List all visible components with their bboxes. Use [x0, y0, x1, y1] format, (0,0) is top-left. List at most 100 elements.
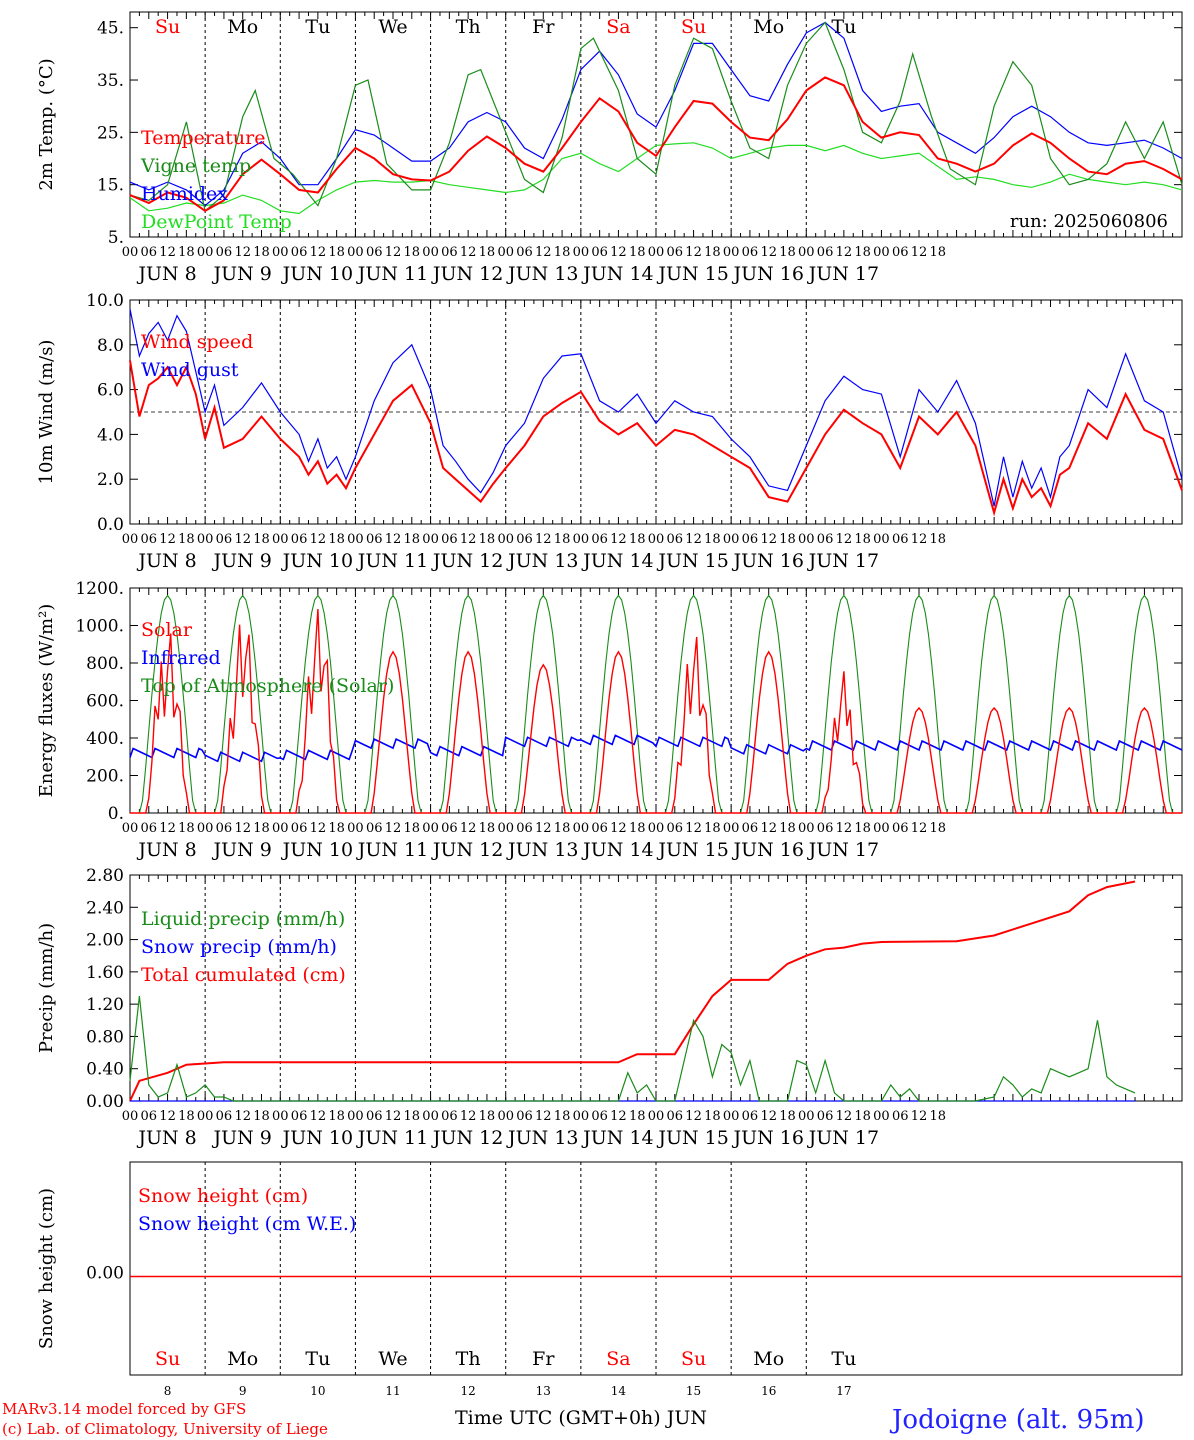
y-tick-label: 25.	[97, 123, 124, 143]
x-date-label: JUN 11	[356, 550, 428, 572]
y-tick-label: 200.	[86, 767, 124, 787]
x-hour-label: 12	[310, 1109, 327, 1124]
day-name: Sa	[606, 16, 630, 38]
x-hour-label: 18	[779, 1109, 796, 1124]
x-hour-label: 06	[892, 532, 909, 547]
x-hour-label: 12	[911, 821, 928, 836]
x-hour-label: 12	[159, 1109, 176, 1124]
x-hour-label: 00	[798, 245, 815, 260]
x-hour-label: 12	[460, 1109, 477, 1124]
x-hour-label: 12	[159, 821, 176, 836]
legend-entry: Infrared	[141, 647, 221, 669]
x-hour-label: 00	[497, 245, 514, 260]
series-line-humidex	[129, 21, 1183, 207]
x-date-label: JUN 15	[656, 550, 728, 572]
x-hour-label: 18	[479, 1109, 496, 1124]
x-hour-label: 12	[310, 532, 327, 547]
x-hour-label: 12	[385, 1109, 402, 1124]
x-hour-label: 06	[892, 1109, 909, 1124]
x-hour-label: 18	[930, 1109, 947, 1124]
series-line-infrared	[129, 734, 1183, 763]
x-hour-label: 18	[178, 245, 195, 260]
chart-panels: 5.15.25.35.45.2m Temp. (°C)00 06 12 18 00 06 1…	[36, 11, 1183, 1398]
x-hour-label: 18	[479, 245, 496, 260]
x-hour-label: 12	[159, 245, 176, 260]
x-date-label: JUN 17	[807, 839, 879, 861]
x-hour-label: 18	[629, 1109, 646, 1124]
x-hour-label: 12	[911, 1109, 928, 1124]
y-tick-label: 0.00	[86, 1264, 124, 1284]
day-name: Su	[155, 16, 180, 38]
day-name: Su	[155, 1348, 180, 1370]
legend-entry: DewPoint Temp	[141, 211, 292, 233]
x-hour-label: 00	[873, 1109, 890, 1124]
legend-entry: Top of Atmosphere (Solar)	[141, 675, 394, 697]
x-hour-label: 00	[422, 532, 439, 547]
x-date-label: JUN 16	[731, 263, 803, 285]
day-name: Sa	[606, 1348, 630, 1370]
legend-entry: Snow precip (mm/h)	[141, 936, 337, 958]
x-hour-label: 06	[291, 821, 308, 836]
x-hour-label: 06	[817, 1109, 834, 1124]
x-hour-label: 00	[573, 245, 590, 260]
day-number: 15	[686, 1384, 701, 1398]
x-hour-label: 12	[685, 821, 702, 836]
x-date-label: JUN 12	[431, 1127, 503, 1149]
x-date-label: JUN 16	[731, 839, 803, 861]
x-hour-label: 06	[441, 821, 458, 836]
x-hour-label: 18	[328, 1109, 345, 1124]
x-hour-label: 06	[742, 245, 759, 260]
day-number: 12	[461, 1384, 476, 1398]
x-date-label: JUN 14	[581, 550, 653, 572]
x-hour-label: 18	[554, 532, 571, 547]
x-hour-label: 12	[610, 821, 627, 836]
x-hour-label: 00	[648, 532, 665, 547]
x-hour-label: 18	[854, 821, 871, 836]
day-name: Tu	[831, 1348, 856, 1370]
x-date-label: JUN 13	[506, 1127, 578, 1149]
footer-credit-lab: (c) Lab. of Climatology, University of L…	[2, 1420, 328, 1438]
x-hour-label: 18	[704, 532, 721, 547]
x-hour-label: 06	[366, 532, 383, 547]
y-tick-label: 0.40	[86, 1060, 124, 1080]
x-date-label: JUN 9	[212, 550, 272, 572]
x-hour-label: 00	[347, 1109, 364, 1124]
x-hour-label: 06	[667, 532, 684, 547]
legend-entry: Solar	[141, 619, 193, 641]
x-hour-label: 12	[610, 532, 627, 547]
x-date-label: JUN 8	[136, 839, 196, 861]
x-hour-label: 12	[610, 245, 627, 260]
x-hour-label: 12	[836, 1109, 853, 1124]
day-name: Mo	[753, 16, 784, 38]
station-name: Jodoigne (alt. 95m)	[889, 1405, 1145, 1435]
day-name: Su	[681, 1348, 706, 1370]
x-hour-label: 06	[817, 532, 834, 547]
footer-credit-model: MARv3.14 model forced by GFS	[2, 1400, 246, 1418]
x-hour-label: 12	[911, 245, 928, 260]
y-tick-label: 0.	[108, 804, 124, 824]
x-hour-label: 06	[742, 1109, 759, 1124]
x-hour-label: 18	[178, 532, 195, 547]
x-hour-label: 18	[629, 532, 646, 547]
x-hour-label: 18	[554, 821, 571, 836]
y-tick-label: 1200.	[75, 579, 124, 599]
x-hour-label: 12	[460, 532, 477, 547]
x-date-label: JUN 15	[656, 1127, 728, 1149]
y-tick-label: 45.	[97, 19, 124, 39]
x-hour-label: 06	[366, 821, 383, 836]
series-line-liquid-precip-mm-h-	[129, 996, 1136, 1102]
y-tick-label: 2.80	[86, 866, 124, 886]
x-date-label: JUN 8	[136, 550, 196, 572]
x-hour-label: 00	[723, 245, 740, 260]
x-hour-label: 12	[385, 245, 402, 260]
x-hour-label: 06	[817, 821, 834, 836]
x-hour-label: 12	[760, 245, 777, 260]
legend-entry: Humidex	[141, 183, 228, 205]
x-hour-label: 12	[836, 532, 853, 547]
x-date-label: JUN 11	[356, 263, 428, 285]
day-name: Tu	[305, 16, 330, 38]
x-hour-label: 00	[497, 532, 514, 547]
y-tick-label: 1.60	[86, 963, 124, 983]
x-hour-label: 12	[836, 245, 853, 260]
x-hour-label: 00	[197, 245, 214, 260]
